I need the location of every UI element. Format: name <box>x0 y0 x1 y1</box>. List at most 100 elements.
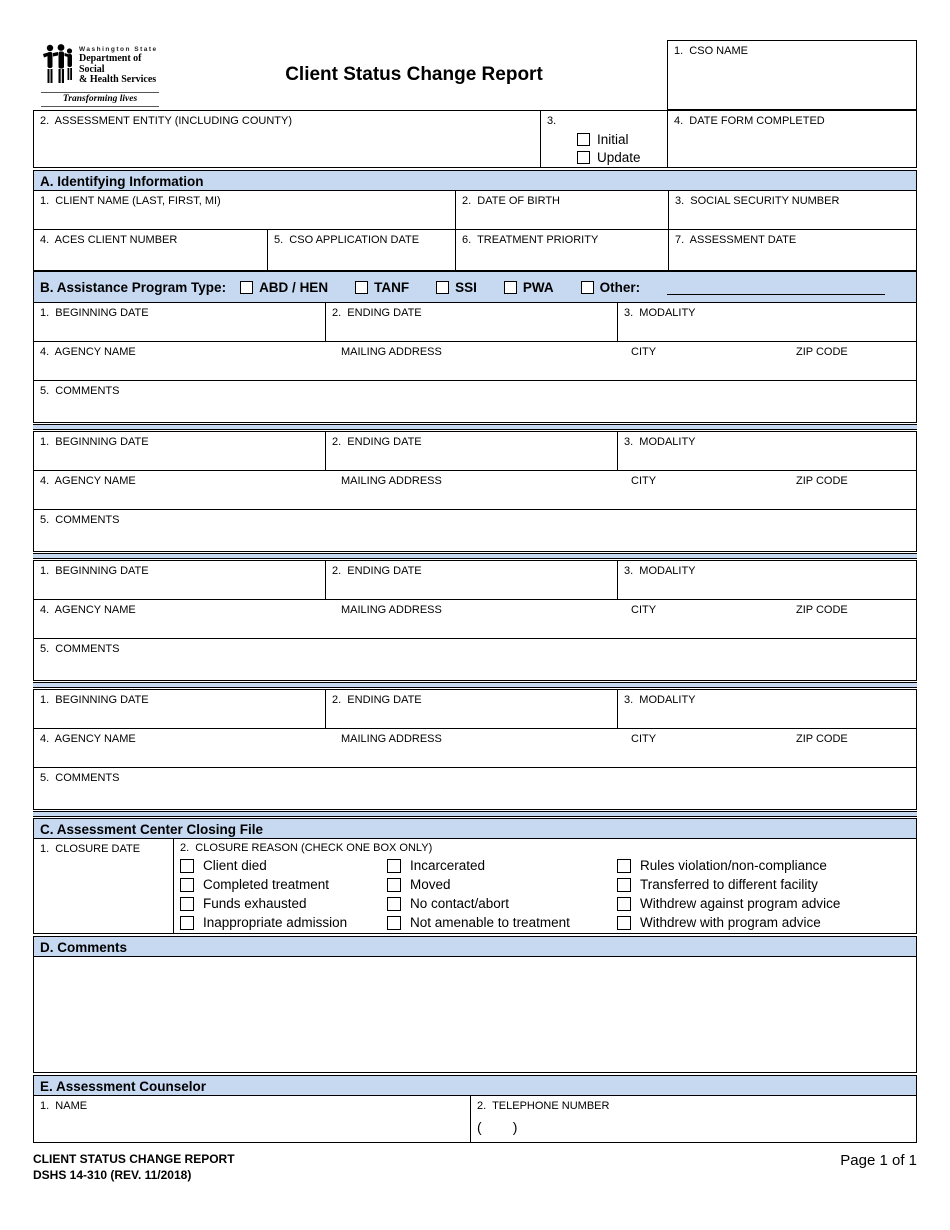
ending-date-field[interactable]: 2. ENDING DATE <box>326 561 618 599</box>
comments-textarea[interactable] <box>33 957 917 1073</box>
ending-date-field[interactable]: 2. ENDING DATE <box>326 432 618 470</box>
counselor-name-field[interactable]: 1. NAME <box>34 1096 471 1142</box>
city-label: CITY <box>631 475 657 487</box>
block-separator <box>33 811 917 817</box>
pwa-label: PWA <box>522 280 554 295</box>
comments-field[interactable]: 5. COMMENTS <box>34 768 916 809</box>
funds-exhausted-checkbox[interactable] <box>180 896 194 911</box>
zip-code-label: ZIP CODE <box>796 733 848 745</box>
section-e-row: 1. NAME 2. TELEPHONE NUMBER ( ) <box>33 1096 917 1143</box>
pwa-checkbox[interactable] <box>503 281 517 294</box>
cso-application-date-label: 5. CSO APPLICATION DATE <box>274 234 420 246</box>
client-died-checkbox[interactable] <box>180 858 194 873</box>
abd-hen-checkbox[interactable] <box>240 281 254 294</box>
inappropriate-admission-label: Inappropriate admission <box>203 915 348 931</box>
other-input-line[interactable] <box>667 281 886 295</box>
report-type-number: 3. <box>547 115 557 127</box>
closure-date-field[interactable]: 1. CLOSURE DATE <box>34 839 174 933</box>
beginning-date-field[interactable]: 1. BEGINNING DATE <box>34 690 326 728</box>
other-label: Other: <box>599 280 641 295</box>
assessment-date-field[interactable]: 7. ASSESSMENT DATE <box>669 230 916 270</box>
incarcerated-checkbox[interactable] <box>387 858 401 873</box>
modality-label: 3. MODALITY <box>624 694 696 706</box>
update-checkbox[interactable] <box>577 150 590 164</box>
program-block-2: 1. BEGINNING DATE 2. ENDING DATE 3. MODA… <box>33 431 917 552</box>
completed-treatment-checkbox[interactable] <box>180 877 194 892</box>
rules-violation-checkbox[interactable] <box>617 858 631 873</box>
ssn-label: 3. SOCIAL SECURITY NUMBER <box>675 195 840 207</box>
abd-hen-label: ABD / HEN <box>259 280 329 295</box>
city-label: CITY <box>631 733 657 745</box>
assessment-entity-field[interactable]: 2. ASSESSMENT ENTITY (INCLUDING COUNTY) <box>34 111 541 167</box>
date-of-birth-field[interactable]: 2. DATE OF BIRTH <box>456 191 669 229</box>
incarcerated-label: Incarcerated <box>410 858 486 874</box>
client-name-field[interactable]: 1. CLIENT NAME (LAST, FIRST, MI) <box>34 191 456 229</box>
closure-reason-field: 2. CLOSURE REASON (CHECK ONE BOX ONLY) C… <box>174 839 916 933</box>
section-c-header: C. Assessment Center Closing File <box>33 818 917 839</box>
agency-row[interactable]: 4. AGENCY NAME MAILING ADDRESS CITY ZIP … <box>34 471 916 510</box>
cso-name-label: 1. CSO NAME <box>674 45 748 57</box>
comments-field[interactable]: 5. COMMENTS <box>34 639 916 680</box>
withdrew-with-advice-checkbox[interactable] <box>617 915 631 930</box>
tanf-checkbox[interactable] <box>355 281 369 294</box>
form-header: Washington State Department of Social & … <box>33 40 917 110</box>
logo-dept-line1: Department of Social <box>79 53 142 75</box>
footer-form-name: CLIENT STATUS CHANGE REPORT <box>33 1152 235 1166</box>
beginning-date-field[interactable]: 1. BEGINNING DATE <box>34 303 326 341</box>
agency-name-label: 4. AGENCY NAME <box>40 346 136 358</box>
initial-checkbox[interactable] <box>577 132 590 146</box>
transferred-facility-checkbox[interactable] <box>617 877 631 892</box>
report-type-field: 3. Initial Update <box>541 111 668 167</box>
cso-name-field[interactable]: 1. CSO NAME <box>667 40 917 110</box>
comments-field[interactable]: 5. COMMENTS <box>34 381 916 422</box>
transferred-facility-label: Transferred to different facility <box>640 877 818 893</box>
block-separator <box>33 424 917 430</box>
ending-date-label: 2. ENDING DATE <box>332 694 422 706</box>
inappropriate-admission-checkbox[interactable] <box>180 915 194 930</box>
ending-date-label: 2. ENDING DATE <box>332 565 422 577</box>
beginning-date-label: 1. BEGINNING DATE <box>40 694 149 706</box>
modality-field[interactable]: 3. MODALITY <box>618 561 916 599</box>
city-label: CITY <box>631 604 657 616</box>
comments-label: 5. COMMENTS <box>40 643 120 655</box>
section-a-row2: 4. ACES CLIENT NUMBER 5. CSO APPLICATION… <box>33 230 917 271</box>
comments-label: 5. COMMENTS <box>40 772 120 784</box>
modality-field[interactable]: 3. MODALITY <box>618 432 916 470</box>
agency-name-label: 4. AGENCY NAME <box>40 604 136 616</box>
agency-row[interactable]: 4. AGENCY NAME MAILING ADDRESS CITY ZIP … <box>34 600 916 639</box>
agency-row[interactable]: 4. AGENCY NAME MAILING ADDRESS CITY ZIP … <box>34 729 916 768</box>
ssi-checkbox[interactable] <box>436 281 450 294</box>
aces-client-number-label: 4. ACES CLIENT NUMBER <box>40 234 178 246</box>
update-checkbox-label: Update <box>597 149 641 165</box>
withdrew-against-advice-label: Withdrew against program advice <box>640 896 841 912</box>
cso-application-date-field[interactable]: 5. CSO APPLICATION DATE <box>268 230 456 270</box>
not-amenable-checkbox[interactable] <box>387 915 401 930</box>
moved-checkbox[interactable] <box>387 877 401 892</box>
block-separator <box>33 553 917 559</box>
beginning-date-field[interactable]: 1. BEGINNING DATE <box>34 561 326 599</box>
logo-state-text: Washington State <box>79 46 158 54</box>
section-e-header: E. Assessment Counselor <box>33 1075 917 1096</box>
other-checkbox[interactable] <box>580 281 594 294</box>
comments-field[interactable]: 5. COMMENTS <box>34 510 916 551</box>
form-page: Washington State Department of Social & … <box>33 40 917 1182</box>
treatment-priority-field[interactable]: 6. TREATMENT PRIORITY <box>456 230 669 270</box>
modality-field[interactable]: 3. MODALITY <box>618 303 916 341</box>
aces-client-number-field[interactable]: 4. ACES CLIENT NUMBER <box>34 230 268 270</box>
completed-treatment-label: Completed treatment <box>203 877 330 893</box>
agency-row[interactable]: 4. AGENCY NAME MAILING ADDRESS CITY ZIP … <box>34 342 916 381</box>
date-form-completed-field[interactable]: 4. DATE FORM COMPLETED <box>668 111 916 167</box>
date-of-birth-label: 2. DATE OF BIRTH <box>462 195 560 207</box>
date-form-completed-label: 4. DATE FORM COMPLETED <box>674 115 825 127</box>
no-contact-abort-label: No contact/abort <box>410 896 510 912</box>
modality-field[interactable]: 3. MODALITY <box>618 690 916 728</box>
ending-date-field[interactable]: 2. ENDING DATE <box>326 303 618 341</box>
withdrew-against-advice-checkbox[interactable] <box>617 896 631 911</box>
initial-checkbox-label: Initial <box>597 131 629 147</box>
no-contact-abort-checkbox[interactable] <box>387 896 401 911</box>
ssn-field[interactable]: 3. SOCIAL SECURITY NUMBER <box>669 191 916 229</box>
tanf-label: TANF <box>374 280 410 295</box>
ending-date-field[interactable]: 2. ENDING DATE <box>326 690 618 728</box>
beginning-date-field[interactable]: 1. BEGINNING DATE <box>34 432 326 470</box>
telephone-number-field[interactable]: 2. TELEPHONE NUMBER ( ) <box>471 1096 916 1142</box>
